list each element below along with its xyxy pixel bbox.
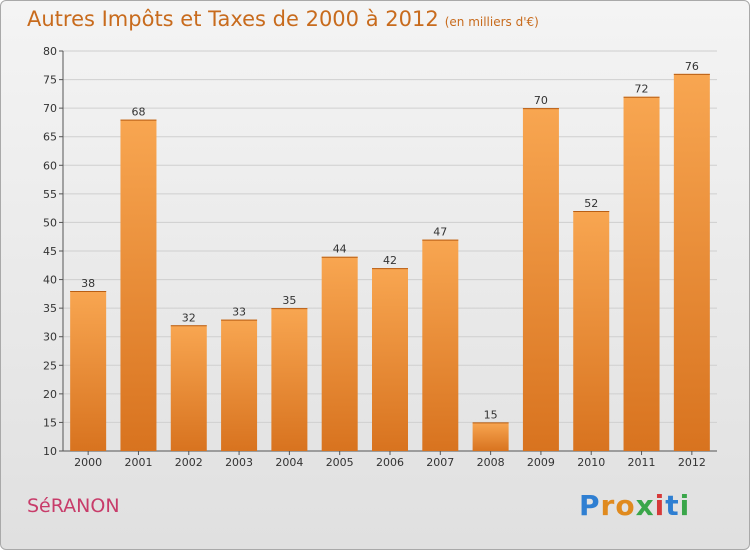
- x-tick-label: 2004: [275, 456, 303, 469]
- data-label-2012: 76: [685, 60, 699, 73]
- x-tick-label: 2009: [527, 456, 555, 469]
- y-tick-label: 80: [43, 45, 57, 58]
- data-label-2009: 70: [534, 94, 548, 107]
- data-label-2010: 52: [584, 197, 598, 210]
- data-label-2005: 44: [333, 243, 347, 256]
- y-tick-label: 60: [43, 159, 57, 172]
- x-tick-label: 2010: [577, 456, 605, 469]
- x-tick-label: 2008: [477, 456, 505, 469]
- bar-2010: [573, 211, 610, 451]
- x-tick-label: 2001: [124, 456, 152, 469]
- bar-2006: [372, 268, 408, 451]
- y-tick-label: 70: [43, 102, 57, 115]
- bar-2009: [522, 108, 559, 452]
- bar-2000: [70, 291, 107, 451]
- data-label-2007: 47: [433, 226, 447, 239]
- logo-letter: o: [615, 489, 636, 522]
- bars: [70, 73, 710, 452]
- chart-title: Autres Impôts et Taxes de 2000 à 2012 (en…: [27, 7, 539, 31]
- y-tick-label: 65: [43, 131, 57, 144]
- logo-letter: i: [654, 489, 666, 522]
- commune-name: SéRANON: [27, 495, 120, 517]
- proxiti-logo: Proxiti: [579, 489, 690, 522]
- title-unit: (en milliers d'€): [444, 15, 539, 29]
- data-label-2001: 68: [131, 106, 145, 119]
- logo-letter: x: [635, 489, 655, 522]
- bar-2011: [623, 96, 660, 451]
- x-tick-label: 2006: [376, 456, 404, 469]
- data-label-2006: 42: [383, 254, 397, 267]
- logo-letter: t: [665, 489, 680, 522]
- y-tick-label: 30: [43, 331, 57, 344]
- y-tick-label: 45: [43, 245, 57, 258]
- bar-2012: [673, 73, 710, 451]
- logo-letter: r: [600, 489, 616, 522]
- data-label-2002: 32: [182, 311, 196, 324]
- x-tick-label: 2012: [678, 456, 706, 469]
- data-label-2000: 38: [81, 277, 95, 290]
- data-label-2008: 15: [484, 408, 498, 421]
- logo-letter: i: [679, 489, 691, 522]
- bar-2008: [472, 422, 509, 451]
- y-tick-label: 25: [43, 359, 57, 372]
- x-tick-label: 2005: [326, 456, 354, 469]
- y-tick-label: 10: [43, 445, 57, 458]
- data-label-2003: 33: [232, 306, 246, 319]
- y-tick-label: 55: [43, 188, 57, 201]
- y-tick-label: 35: [43, 302, 57, 315]
- y-tick-label: 15: [43, 416, 57, 429]
- bar-2007: [422, 239, 459, 451]
- x-tick-label: 2002: [175, 456, 203, 469]
- y-tick-label: 75: [43, 74, 57, 87]
- x-tick-label: 2000: [74, 456, 102, 469]
- y-tick-label: 40: [43, 274, 57, 287]
- y-tick-label: 20: [43, 388, 57, 401]
- bar-2002: [170, 325, 207, 451]
- bar-2003: [221, 319, 258, 451]
- x-tick-label: 2003: [225, 456, 253, 469]
- data-labels: 38 68 32 33 35 44 42 47 15 70 52 72 76: [81, 60, 699, 422]
- x-tick-label: 2011: [628, 456, 656, 469]
- y-tick-label: 50: [43, 216, 57, 229]
- x-tick-label: 2007: [426, 456, 454, 469]
- data-label-2004: 35: [282, 294, 296, 307]
- data-label-2011: 72: [635, 83, 649, 96]
- title-text: Autres Impôts et Taxes de 2000 à 2012: [27, 7, 439, 31]
- logo-letter: P: [579, 489, 601, 522]
- bar-2004: [271, 308, 308, 451]
- bar-2001: [120, 119, 157, 452]
- bar-2005: [321, 256, 358, 451]
